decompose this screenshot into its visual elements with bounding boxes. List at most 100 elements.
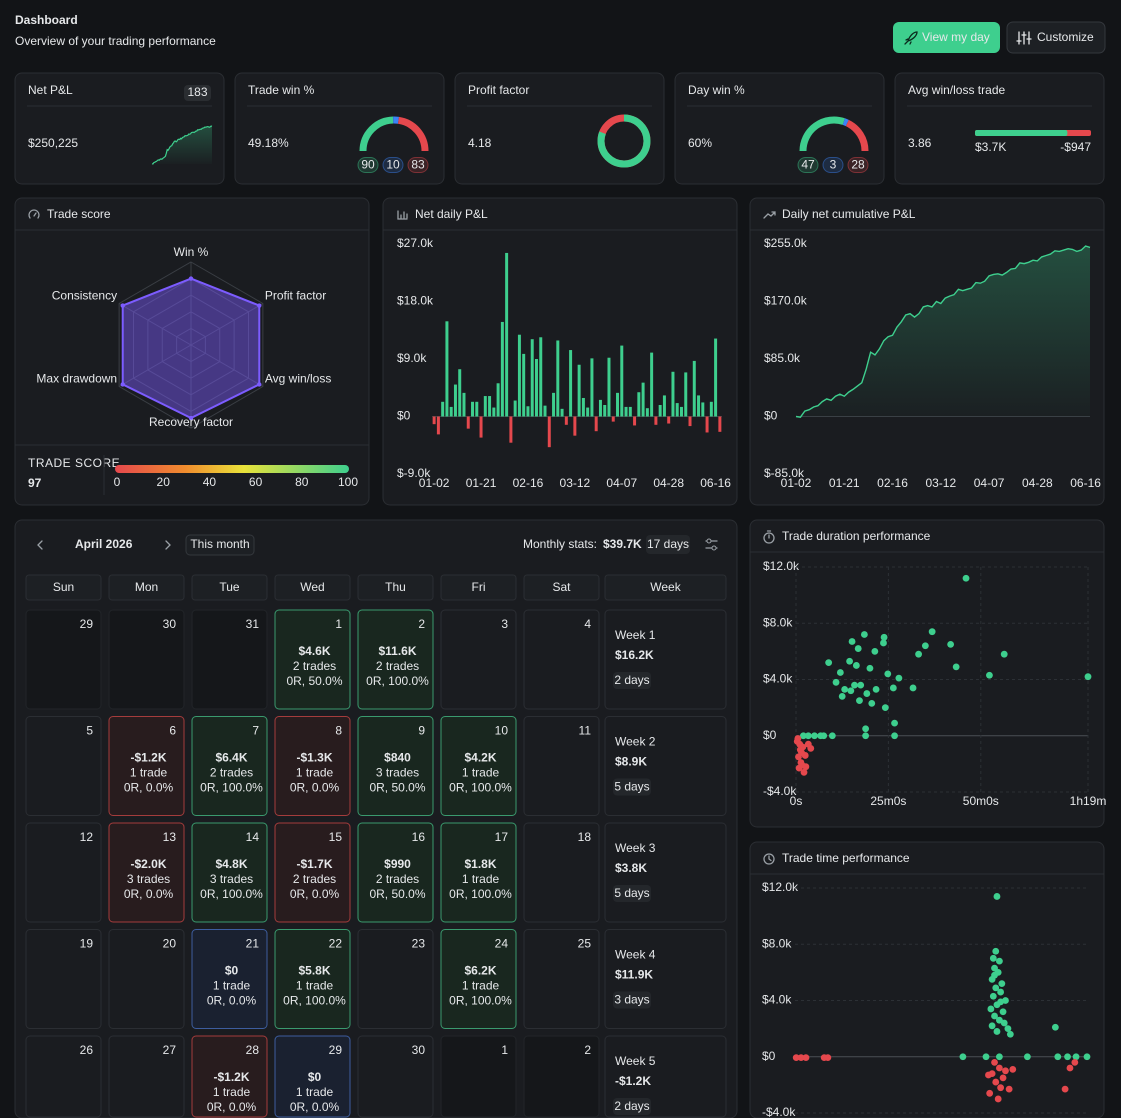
kpi-value: 4.18 [468, 136, 492, 150]
day-number: 29 [80, 617, 94, 631]
day-cell[interactable] [440, 1035, 517, 1118]
panel [749, 841, 1105, 1118]
bar [449, 406, 453, 417]
score-tick-label: 20 [157, 475, 171, 489]
day-cell[interactable] [191, 822, 268, 923]
x-tick-label: 01-02 [781, 476, 812, 490]
radar-point [188, 415, 194, 421]
day-cell[interactable] [274, 609, 351, 710]
bar [675, 403, 679, 417]
week-days-pill [613, 885, 651, 902]
day-cell[interactable] [108, 1035, 185, 1118]
day-cell[interactable] [25, 1035, 102, 1118]
y-tick-label: $85.0k [764, 351, 801, 365]
monthly-stats-value: $39.7K [603, 537, 642, 551]
bar [483, 396, 487, 417]
day-cell[interactable] [191, 716, 268, 816]
day-number: 26 [80, 1043, 94, 1057]
day-cell[interactable] [108, 929, 185, 1029]
bar [581, 397, 585, 417]
day-cell[interactable] [25, 822, 102, 923]
score-gradient [115, 465, 349, 473]
count-badge-label: 183 [187, 85, 207, 99]
bar [526, 406, 530, 417]
day-cell[interactable] [523, 609, 600, 710]
day-number: 12 [80, 830, 94, 844]
scatter-point [857, 681, 865, 689]
day-cell[interactable] [523, 822, 600, 923]
customize-button[interactable] [1006, 21, 1106, 54]
day-trades: 1 trade [213, 1085, 251, 1099]
day-cell[interactable] [357, 609, 434, 710]
day-cell[interactable] [191, 929, 268, 1029]
prev-month[interactable] [37, 540, 43, 550]
day-detail: 0R, 0.0% [207, 1100, 257, 1114]
radar-axis-label: Profit factor [265, 289, 326, 303]
day-cell[interactable] [108, 609, 185, 710]
day-trades: 1 trade [130, 766, 168, 780]
weekday-header [274, 574, 351, 601]
scatter-point [1064, 1053, 1071, 1061]
bar [500, 321, 504, 417]
y-tick-label: -$4.0k [762, 1105, 796, 1118]
day-cell[interactable] [523, 1035, 600, 1118]
scatter-point [1071, 1058, 1079, 1066]
day-cell[interactable] [440, 716, 517, 816]
day-cell[interactable] [25, 609, 102, 710]
day-cell[interactable] [274, 822, 351, 923]
calendar-month: April 2026 [75, 537, 133, 551]
day-cell[interactable] [191, 609, 268, 710]
scatter-point [992, 1078, 1000, 1086]
panel-title: Trade time performance [782, 851, 910, 865]
kpi-card [234, 72, 445, 185]
weekday-label: Sun [53, 580, 74, 594]
day-cell[interactable] [440, 929, 517, 1029]
bar [488, 396, 492, 417]
scatter-point [1054, 1053, 1062, 1061]
day-cell[interactable] [357, 716, 434, 816]
radar-spoke [118, 303, 192, 346]
day-cell[interactable] [108, 716, 185, 816]
day-cell[interactable] [440, 822, 517, 923]
day-cell[interactable] [274, 716, 351, 816]
scatter-point [996, 957, 1003, 965]
y-tick-label: -$4.0k [763, 784, 797, 798]
week-label: Week 3 [615, 841, 656, 855]
day-number: 4 [584, 617, 591, 631]
day-cell[interactable] [25, 929, 102, 1029]
day-cell[interactable] [523, 929, 600, 1029]
day-cell[interactable] [108, 822, 185, 923]
scatter-point [880, 633, 888, 641]
score-tick-label: 100 [338, 475, 358, 489]
view-my-day-button[interactable] [893, 22, 1000, 53]
day-cell[interactable] [357, 929, 434, 1029]
x-tick-label: 01-21 [829, 476, 860, 490]
day-cell[interactable] [357, 1035, 434, 1118]
day-cell[interactable] [440, 609, 517, 710]
radar-axis-label: Consistency [52, 289, 117, 303]
weekday-header [191, 574, 268, 601]
day-cell[interactable] [357, 822, 434, 923]
bar [530, 339, 534, 417]
day-cell[interactable] [274, 1035, 351, 1118]
this-month-button[interactable] [185, 534, 255, 556]
next-month[interactable] [165, 540, 171, 550]
day-number: 27 [163, 1043, 177, 1057]
day-cell[interactable] [191, 1035, 268, 1118]
bar [701, 402, 705, 417]
day-cell[interactable] [25, 716, 102, 816]
bar [432, 416, 436, 425]
scatter-point [841, 685, 849, 693]
day-number: 19 [80, 937, 94, 951]
day-cell[interactable] [523, 716, 600, 816]
day-cell[interactable] [274, 929, 351, 1029]
bar [505, 252, 509, 417]
radar-point [120, 382, 125, 387]
bar [594, 416, 598, 432]
panel-title: Daily net cumulative P&L [782, 207, 916, 221]
panel-icon [397, 210, 408, 220]
kpi-value: 49.18% [248, 136, 289, 150]
scatter-point [799, 732, 807, 740]
bar [611, 416, 615, 422]
y-tick-label: $170.0k [764, 294, 808, 308]
